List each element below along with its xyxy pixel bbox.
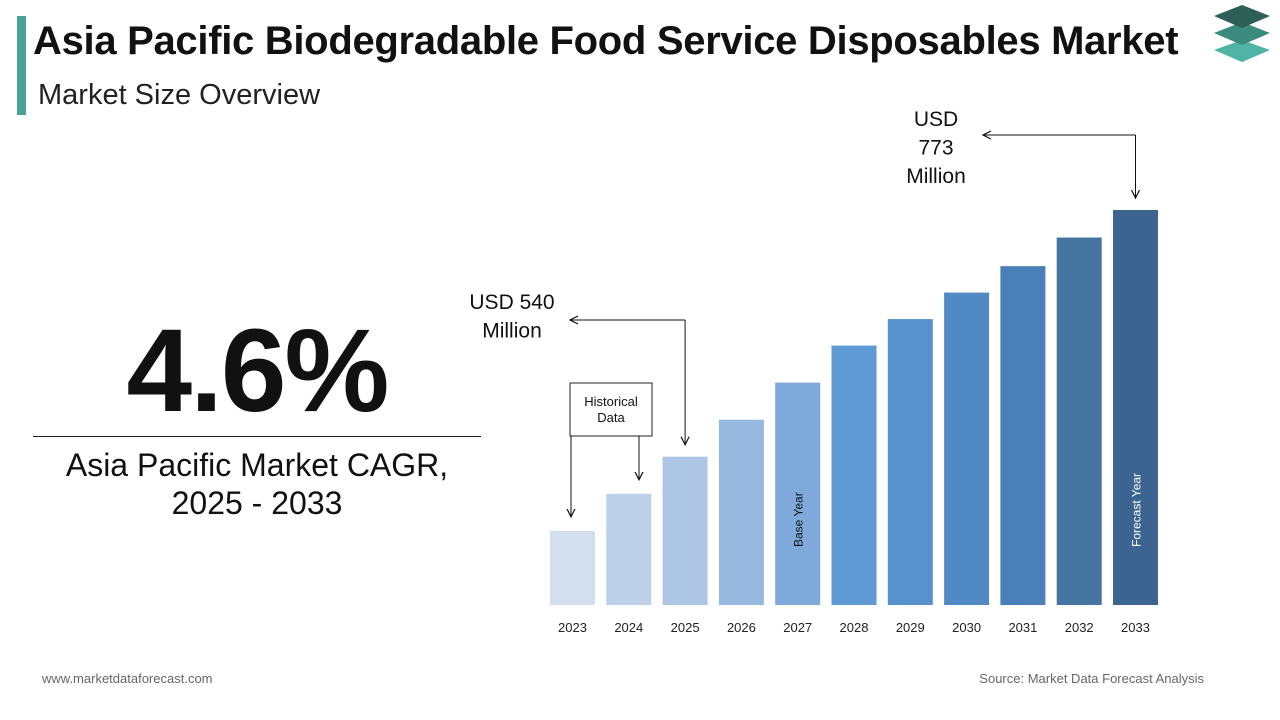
cagr-value: 4.6%	[126, 305, 390, 437]
historical-data-box	[569, 382, 653, 437]
x-tick-2025: 2025	[671, 620, 700, 635]
brand-logo-icon	[1214, 5, 1270, 62]
bar-2027	[775, 382, 821, 605]
bar-2029	[887, 319, 933, 605]
footer-website[interactable]: www.marketdataforecast.com	[42, 671, 213, 686]
bar-2023	[550, 530, 595, 605]
x-tick-2030: 2030	[952, 620, 981, 635]
bar-2032	[1056, 237, 1102, 605]
cagr-label-line2: 2025 - 2033	[171, 485, 343, 521]
cagr-label: Asia Pacific Market CAGR, 2025 - 2033	[33, 446, 481, 522]
bar-label-2027: Base Year	[792, 492, 806, 547]
annotation-2025-line1: USD 540	[469, 291, 554, 314]
annotation-2033-line2: 773	[918, 137, 953, 160]
page-title: Asia Pacific Biodegradable Food Service …	[33, 19, 1179, 63]
bar-2026	[718, 419, 764, 605]
cagr-divider	[33, 436, 481, 437]
x-tick-2024: 2024	[614, 620, 643, 635]
x-tick-2031: 2031	[1008, 620, 1037, 635]
bar-2033	[1113, 210, 1158, 605]
x-tick-2033: 2033	[1121, 620, 1150, 635]
annotation-2033-line1: USD	[914, 108, 958, 131]
cagr-label-line1: Asia Pacific Market CAGR,	[65, 447, 449, 483]
bar-label-2033: Forecast Year	[1130, 473, 1144, 547]
bar-2025	[662, 456, 708, 605]
x-tick-2023: 2023	[558, 620, 587, 635]
annotation-2033-line3: Million	[906, 165, 966, 188]
footer-source: Source: Market Data Forecast Analysis	[979, 671, 1204, 686]
bar-2028	[831, 345, 877, 605]
bar-2031	[1000, 266, 1046, 605]
x-tick-2028: 2028	[840, 620, 869, 635]
x-tick-2032: 2032	[1065, 620, 1094, 635]
bar-2030	[944, 292, 990, 605]
title-accent-bar	[17, 16, 26, 115]
page-subtitle: Market Size Overview	[38, 79, 321, 111]
x-tick-2026: 2026	[727, 620, 756, 635]
x-tick-2027: 2027	[783, 620, 812, 635]
bar-2024	[606, 493, 652, 605]
historical-data-label-line2: Data	[597, 410, 625, 425]
annotation-2025-line2: Million	[482, 320, 542, 343]
historical-data-label-line1: Historical	[584, 394, 638, 409]
x-tick-2029: 2029	[896, 620, 925, 635]
